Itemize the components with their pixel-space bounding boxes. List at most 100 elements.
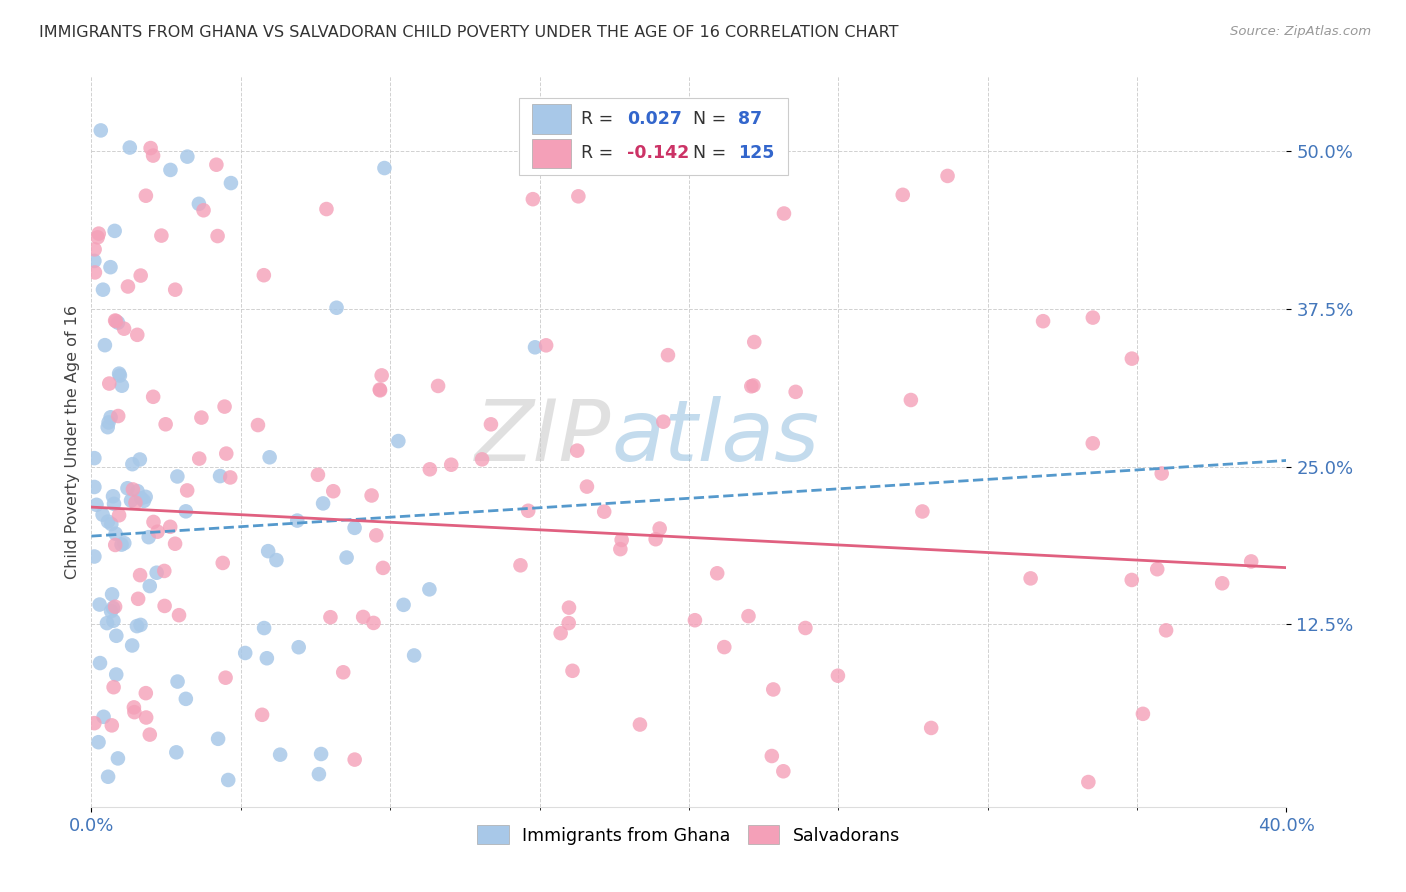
Point — [146, 524, 169, 539]
Point — [550, 626, 572, 640]
Point — [129, 268, 152, 283]
Point — [370, 368, 392, 383]
Point — [371, 561, 394, 575]
Point — [891, 187, 914, 202]
Point — [101, 489, 124, 503]
Point — [142, 148, 165, 162]
Point — [167, 608, 190, 623]
Point — [127, 484, 149, 499]
Point — [219, 176, 242, 190]
Point — [509, 558, 531, 573]
Text: IMMIGRANTS FROM GHANA VS SALVADORAN CHILD POVERTY UNDER THE AGE OF 16 CORRELATIO: IMMIGRANTS FROM GHANA VS SALVADORAN CHIL… — [39, 25, 898, 40]
Point — [122, 483, 145, 497]
Point — [1081, 310, 1104, 325]
Point — [117, 481, 139, 495]
Text: Source: ZipAtlas.com: Source: ZipAtlas.com — [1230, 25, 1371, 38]
Point — [312, 496, 335, 510]
Point — [103, 614, 125, 628]
Point — [174, 691, 197, 706]
Y-axis label: Child Poverty Under the Age of 16: Child Poverty Under the Age of 16 — [65, 304, 80, 579]
Text: atlas: atlas — [612, 396, 820, 479]
Point — [1154, 624, 1177, 638]
Text: 0.027: 0.027 — [627, 110, 682, 128]
Point — [404, 648, 426, 663]
Point — [1150, 467, 1173, 481]
Point — [124, 705, 146, 719]
Point — [900, 392, 922, 407]
Point — [139, 141, 162, 155]
Point — [827, 669, 849, 683]
Point — [794, 621, 817, 635]
Point — [111, 378, 134, 392]
Point — [205, 158, 228, 172]
Point — [153, 564, 176, 578]
Point — [145, 566, 167, 580]
Point — [737, 609, 759, 624]
Point — [256, 651, 278, 665]
Point — [683, 613, 706, 627]
Point — [129, 568, 152, 582]
Point — [322, 484, 344, 499]
Point — [104, 599, 127, 614]
Point — [108, 508, 131, 523]
Point — [911, 504, 934, 518]
Point — [785, 384, 807, 399]
Point — [118, 140, 141, 154]
Point — [522, 192, 544, 206]
Point — [471, 452, 494, 467]
Point — [266, 553, 288, 567]
Point — [250, 707, 273, 722]
Point — [214, 400, 236, 414]
Point — [83, 451, 105, 466]
Point — [217, 772, 239, 787]
Point — [1032, 314, 1054, 328]
Point — [124, 495, 146, 509]
Point — [159, 520, 181, 534]
Point — [285, 514, 308, 528]
Point — [1019, 571, 1042, 585]
Point — [104, 313, 127, 327]
FancyBboxPatch shape — [533, 104, 571, 134]
Point — [159, 163, 181, 178]
Point — [174, 504, 197, 518]
Point — [166, 674, 188, 689]
Point — [86, 230, 108, 244]
Point — [100, 260, 122, 275]
Point — [319, 610, 342, 624]
Point — [740, 379, 762, 393]
Point — [107, 751, 129, 765]
Point — [187, 197, 209, 211]
Point — [209, 469, 232, 483]
Point — [1121, 573, 1143, 587]
Point — [129, 618, 152, 632]
Point — [657, 348, 679, 362]
Point — [609, 542, 631, 557]
Point — [1081, 436, 1104, 450]
Point — [188, 451, 211, 466]
Point — [83, 549, 105, 564]
Point — [517, 504, 540, 518]
Point — [105, 629, 128, 643]
Text: ZIP: ZIP — [475, 396, 612, 479]
Point — [575, 480, 598, 494]
FancyBboxPatch shape — [519, 98, 789, 175]
Point — [100, 517, 122, 532]
Point — [315, 202, 337, 216]
Point — [89, 598, 111, 612]
Point — [233, 646, 256, 660]
Point — [135, 686, 157, 700]
Point — [652, 415, 675, 429]
Point — [557, 616, 579, 631]
Point — [558, 600, 581, 615]
Point — [104, 538, 127, 552]
Point — [387, 434, 409, 448]
Point — [215, 447, 238, 461]
Text: N =: N = — [693, 110, 731, 128]
Point — [419, 462, 441, 476]
Point — [368, 383, 391, 397]
Point — [373, 161, 395, 175]
Point — [257, 544, 280, 558]
Point — [101, 587, 124, 601]
Point — [110, 538, 132, 552]
Point — [129, 491, 152, 506]
